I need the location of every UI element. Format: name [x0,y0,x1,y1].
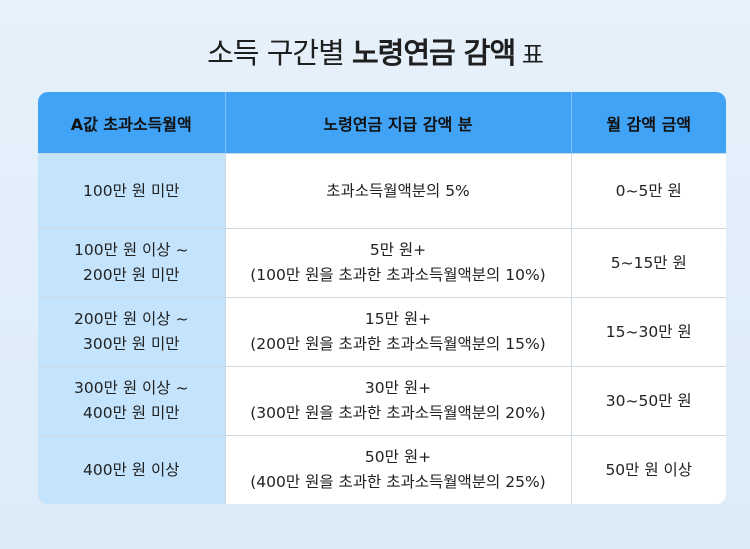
income-cell: 100만 원 이상 ~200만 원 미만 [38,228,226,298]
income-cell: 300만 원 이상 ~400만 원 미만 [38,366,226,436]
amount-cell: 15~30만 원 [571,297,726,367]
amount-cell: 0~5만 원 [571,153,726,229]
income-cell: 400만 원 이상 [38,435,226,504]
amount-cell: 30~50만 원 [571,366,726,436]
reduction-cell: 15만 원+ (200만 원을 초과한 초과소득월액분의 15%) [225,297,572,367]
title-normal-text: 소득 구간별 [207,36,352,70]
title-bold-text: 노령연금 감액 [351,36,516,70]
income-cell: 200만 원 이상 ~300만 원 미만 [38,297,226,367]
reduction-cell: 30만 원+ (300만 원을 초과한 초과소득월액분의 20%) [225,366,572,436]
amount-cell: 5~15만 원 [571,228,726,298]
header-reduction: 노령연금 지급 감액 분 [225,92,572,154]
table-row: 200만 원 이상 ~300만 원 미만 15만 원+ (200만 원을 초과한 … [38,297,726,367]
header-income: A값 초과소득월액 [38,92,226,154]
table-row: 100만 원 미만 초과소득월액분의 5% 0~5만 원 [38,153,726,229]
page-title: 소득 구간별 노령연금 감액 표 [0,30,750,72]
title-suffix-text: 표 [515,41,544,69]
reduction-table: A값 초과소득월액 노령연금 지급 감액 분 월 감액 금액 100만 원 미만… [38,92,726,504]
header-amount: 월 감액 금액 [571,92,726,154]
table-row: 300만 원 이상 ~400만 원 미만 30만 원+ (300만 원을 초과한 … [38,366,726,436]
amount-cell: 50만 원 이상 [571,435,726,504]
reduction-cell: 5만 원+ (100만 원을 초과한 초과소득월액분의 10%) [225,228,572,298]
income-cell: 100만 원 미만 [38,153,226,229]
table-header-row: A값 초과소득월액 노령연금 지급 감액 분 월 감액 금액 [38,92,726,154]
table-row: 400만 원 이상 50만 원+ (400만 원을 초과한 초과소득월액분의 25… [38,435,726,504]
reduction-cell: 50만 원+ (400만 원을 초과한 초과소득월액분의 25%) [225,435,572,504]
reduction-cell: 초과소득월액분의 5% [225,153,572,229]
table-row: 100만 원 이상 ~200만 원 미만 5만 원+ (100만 원을 초과한 초… [38,228,726,298]
